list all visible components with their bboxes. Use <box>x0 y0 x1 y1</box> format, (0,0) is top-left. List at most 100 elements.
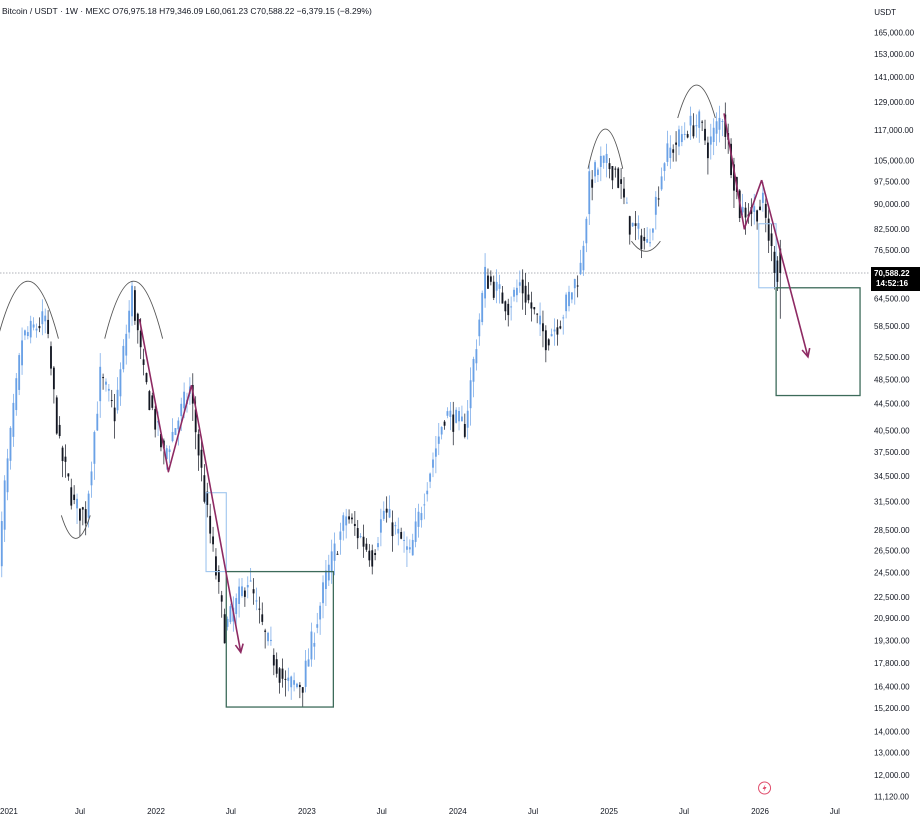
candle-body <box>417 511 420 527</box>
candle-body <box>353 523 356 527</box>
candle-body <box>594 162 596 177</box>
candle-body <box>539 315 541 325</box>
top-arc <box>587 128 624 169</box>
candle-body <box>327 564 330 581</box>
candle-body <box>41 311 44 325</box>
candle-body <box>348 516 350 520</box>
candle-body <box>440 426 443 435</box>
candle-body <box>293 680 296 685</box>
y-tick-label: 16,400.00 <box>874 682 910 691</box>
candle-body <box>515 287 518 296</box>
y-tick-label: 11,120.00 <box>874 793 910 802</box>
candle-body <box>64 456 67 462</box>
candle-body <box>385 508 388 513</box>
candle-body <box>52 367 55 390</box>
candle-body <box>197 434 200 456</box>
candle-body <box>281 668 284 679</box>
lightning-glyph <box>762 784 767 792</box>
candle-body <box>455 409 458 423</box>
candle-body <box>492 281 495 298</box>
y-tick-label: 97,500.00 <box>874 178 910 187</box>
x-tick-label: Jul <box>75 807 85 816</box>
candle-body <box>70 487 73 506</box>
candle-body <box>73 494 76 501</box>
candle-body <box>125 333 128 356</box>
y-tick-label: 129,000.00 <box>874 98 915 107</box>
candle-body <box>365 543 368 550</box>
candle-body <box>324 570 327 589</box>
candle-body <box>21 340 23 366</box>
y-tick-label: 52,500.00 <box>874 353 910 362</box>
candle-body <box>9 427 12 461</box>
candle-body <box>533 307 536 310</box>
x-tick-label: 2026 <box>751 807 769 816</box>
candle-body <box>160 433 162 448</box>
candle-body <box>692 125 695 137</box>
candle-body <box>663 163 666 171</box>
candle-body <box>426 490 429 495</box>
candle-body <box>12 402 15 437</box>
candle-body <box>15 378 18 411</box>
y-tick-label: 153,000.00 <box>874 50 915 59</box>
y-tick-label: 76,500.00 <box>874 246 910 255</box>
candle-body <box>599 155 602 167</box>
candle-body <box>278 668 281 683</box>
top-arc <box>0 280 59 339</box>
candle-body <box>701 121 704 123</box>
candle-body <box>437 436 440 444</box>
target-box <box>225 570 335 708</box>
candle-body <box>47 319 50 334</box>
candle-body <box>252 589 255 594</box>
candle-body <box>29 320 32 338</box>
candle-body <box>672 149 675 153</box>
y-tick-label: 64,500.00 <box>874 295 910 304</box>
candle-body <box>81 507 84 510</box>
candle-body <box>377 543 379 548</box>
y-tick-label: 24,500.00 <box>874 569 910 578</box>
candle-body <box>255 600 258 602</box>
candle-body <box>452 414 455 432</box>
y-tick-label: 28,500.00 <box>874 526 910 535</box>
candle-body <box>379 519 382 533</box>
y-tick-label: 12,000.00 <box>874 771 910 780</box>
candle-body <box>6 458 9 493</box>
y-tick-label: 20,900.00 <box>874 614 910 623</box>
candle-body <box>212 536 214 545</box>
candle-body <box>597 169 599 176</box>
candle-body <box>472 358 475 382</box>
candle-body <box>200 449 203 468</box>
x-tick-label: 2023 <box>298 807 316 816</box>
candle-body <box>148 391 151 411</box>
candle-body <box>718 117 721 130</box>
candle-body <box>391 522 394 537</box>
candle-body <box>689 115 692 126</box>
y-tick-label: 58,500.00 <box>874 322 910 331</box>
symbol-header[interactable]: Bitcoin / USDT · 1W · MEXC O76,975.18 H7… <box>2 6 372 16</box>
candle-body <box>356 528 359 539</box>
candle-body <box>3 480 6 530</box>
candle-body <box>403 539 405 541</box>
candle-body <box>351 517 353 520</box>
candle-body <box>339 531 342 540</box>
candle-body <box>759 206 761 211</box>
candle-body <box>220 595 223 602</box>
candle-body <box>261 614 264 622</box>
current-price-tag <box>871 267 920 292</box>
candle-body <box>131 285 133 317</box>
candle-body <box>614 168 617 170</box>
projection-arrow <box>760 179 809 358</box>
y-tick-label: 44,500.00 <box>874 400 910 409</box>
candle-body <box>683 133 686 135</box>
candle-body <box>559 326 562 329</box>
candle-body <box>229 606 232 623</box>
candle-body <box>209 515 212 534</box>
candle-body <box>67 473 70 477</box>
candle-body <box>177 420 180 430</box>
candle-body <box>61 447 64 462</box>
bottom-arc <box>60 515 91 539</box>
candle-body <box>484 266 487 299</box>
bar-countdown: 14:52:16 <box>876 279 909 288</box>
candle-body <box>429 473 432 482</box>
